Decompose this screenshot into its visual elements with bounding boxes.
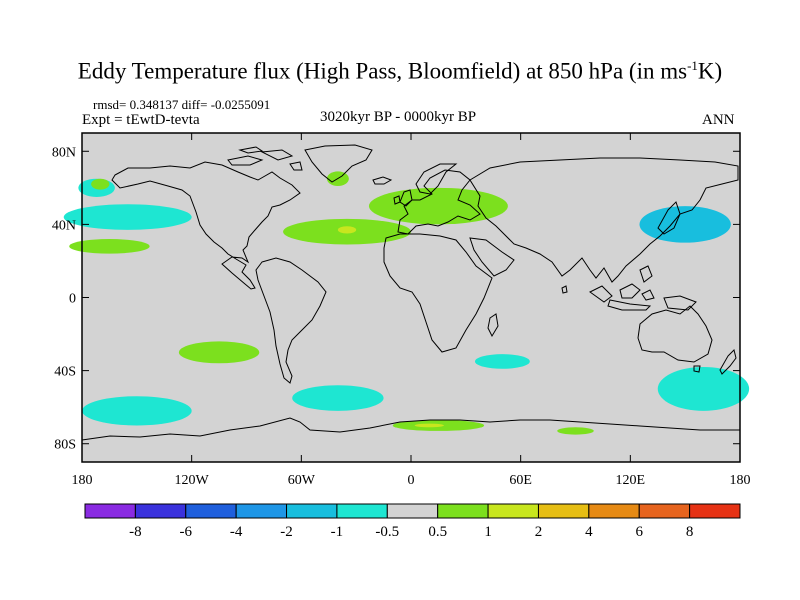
lon-tick-label: 120E	[616, 473, 646, 488]
contour-region	[178, 341, 260, 364]
contour-region	[557, 427, 594, 435]
axis-labels: 80N 40N 0 40S 80S 180 120W 60W 0 60E 120E 180	[52, 145, 751, 488]
colorbar-label: 1	[484, 524, 492, 540]
coastline-scandinavia	[415, 163, 458, 195]
coastline-sri-lanka	[561, 285, 568, 294]
colorbar-label: 0.5	[428, 524, 447, 540]
contour-region	[91, 178, 110, 190]
coastline-madagascar	[487, 313, 499, 338]
contour-region	[292, 385, 384, 411]
contour-region	[414, 423, 444, 428]
contour-region	[63, 204, 192, 230]
colorbar-label: -0.5	[375, 524, 399, 540]
coastline-iceland	[372, 176, 393, 185]
colorbar-swatch	[638, 503, 691, 519]
coastline-antarctica	[81, 417, 740, 441]
colorbar-swatch	[588, 503, 640, 519]
contour-region	[368, 187, 508, 225]
coastline-arabia	[469, 237, 515, 277]
experiment-label: Expt = tEwtD-tevta	[82, 112, 200, 128]
lon-tick-label: 0	[408, 473, 415, 488]
season-label: ANN	[702, 112, 735, 128]
coastline-asia	[469, 157, 739, 283]
lon-tick-label: 180	[72, 473, 93, 488]
colorbar-label: -4	[230, 524, 243, 540]
coastline-japan	[657, 201, 681, 235]
period-label: 3020kyr BP - 0000kyr BP	[320, 109, 477, 125]
coastline-new-zealand	[719, 349, 737, 375]
coastline-africa	[383, 233, 493, 353]
rmsd-diff-text: rmsd= 0.348137 diff= -0.0255091	[93, 97, 271, 112]
colorbar-label: 6	[635, 524, 643, 540]
lon-tick-label: 180	[730, 473, 751, 488]
contour-region	[82, 396, 192, 426]
contour-region	[337, 226, 357, 234]
colorbar: -8 -6 -4 -2 -1 -0.5 0.5 1 2 4 6 8	[84, 503, 741, 540]
contour-region	[69, 239, 150, 254]
coastline-australia	[637, 305, 713, 363]
coastline-north-america	[111, 161, 301, 290]
colorbar-label: -8	[129, 524, 142, 540]
colorbar-label: 2	[535, 524, 543, 540]
colorbar-label: 4	[585, 524, 593, 540]
colorbar-swatch	[134, 503, 187, 519]
coastline-tasmania	[693, 365, 701, 373]
colorbar-swatch	[537, 503, 590, 519]
coastline-indonesia	[589, 265, 697, 311]
coastline-britain	[393, 189, 413, 207]
colorbar-swatch	[386, 503, 439, 519]
colorbar-swatch	[336, 503, 388, 519]
lat-tick-label: 80N	[52, 145, 76, 160]
colorbar-swatch	[487, 503, 539, 519]
coastline-arctic-islands	[227, 146, 303, 171]
lon-tick-label: 120W	[175, 473, 210, 488]
colorbar-swatch	[235, 503, 288, 519]
colorbar-swatch	[185, 503, 237, 519]
lat-tick-label: 0	[69, 292, 76, 307]
lat-tick-label: 40N	[52, 218, 76, 233]
axis-ticks	[81, 133, 741, 462]
figure-title: Eddy Temperature flux (High Pass, Bloomf…	[77, 58, 723, 84]
colorbar-swatch	[84, 503, 136, 519]
coastline-south-america	[255, 257, 327, 384]
colorbar-label: -6	[180, 524, 193, 540]
lat-tick-label: 40S	[54, 365, 76, 380]
colorbar-label: -1	[331, 524, 344, 540]
lat-tick-label: 80S	[54, 438, 76, 453]
lon-tick-label: 60W	[288, 473, 316, 488]
coastline-greenland	[304, 144, 373, 183]
lon-tick-label: 60E	[509, 473, 532, 488]
contour-fill-layer	[63, 171, 750, 435]
colorbar-swatch	[437, 503, 489, 519]
contour-region	[474, 354, 530, 369]
colorbar-label: -2	[280, 524, 293, 540]
colorbar-label: 8	[686, 524, 694, 540]
colorbar-swatch	[286, 503, 338, 519]
contour-region	[659, 215, 711, 234]
colorbar-swatch	[689, 503, 741, 519]
coastline-layer	[81, 144, 740, 441]
contour-region	[657, 366, 750, 411]
